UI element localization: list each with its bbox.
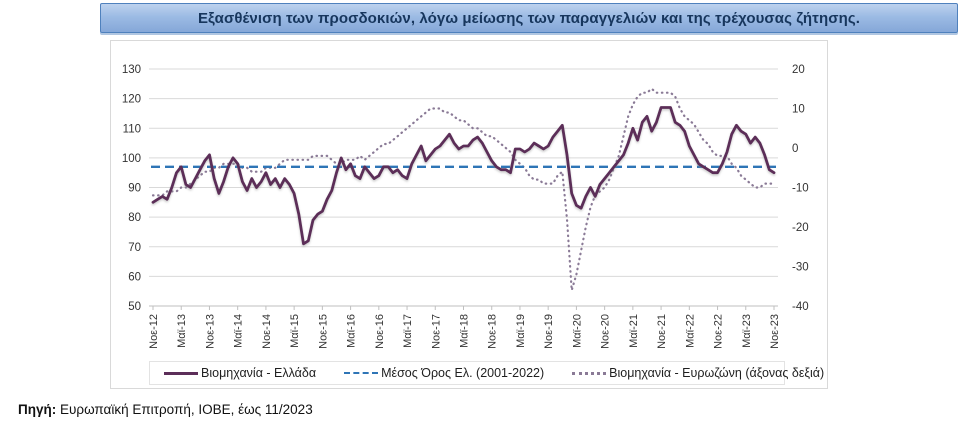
left-axis-tick-label: 110	[123, 123, 141, 135]
legend-label-mean: Μέσος Όρος Ελ. (2001-2022)	[381, 366, 545, 380]
right-axis-tick-label: -30	[792, 262, 809, 274]
left-axis-tick-label: 120	[122, 94, 141, 106]
legend-label-eurozone: Βιομηχανία - Ευρωζώνη (άξονας δεξιά)	[609, 366, 825, 380]
x-axis-tick-label: Νοε-14	[261, 314, 273, 349]
x-axis-tick-label: Μαϊ-13	[176, 314, 188, 348]
x-axis-tick-label: Μαϊ-15	[289, 314, 301, 348]
left-axis-tick-label: 70	[128, 242, 141, 254]
right-axis-tick-label: 20	[792, 64, 805, 76]
x-axis-tick-label: Μαϊ-20	[571, 314, 583, 348]
chart-legend: Βιομηχανία - Ελλάδα Μέσος Όρος Ελ. (2001…	[149, 361, 824, 385]
legend-entry-mean: Μέσος Όρος Ελ. (2001-2022)	[344, 366, 544, 380]
x-axis-tick-label: Μαϊ-18	[459, 314, 471, 348]
x-axis-tick-label: Μαϊ-16	[346, 314, 358, 348]
left-axis-tick-label: 50	[128, 301, 141, 313]
eurozone-line-swatch-icon	[572, 371, 607, 375]
right-axis-tick-label: -20	[792, 222, 809, 234]
x-axis-tick-label: Μαϊ-22	[684, 314, 696, 348]
source-label: Πηγή:	[18, 402, 57, 417]
greece-line-swatch-icon	[164, 371, 198, 375]
left-axis-tick-label: 90	[128, 183, 141, 195]
x-axis-tick-label: Μαϊ-17	[402, 314, 414, 348]
legend-entry-greece: Βιομηχανία - Ελλάδα	[164, 366, 316, 380]
chart-title: Εξασθένιση των προσδοκιών, λόγω μείωσης …	[197, 9, 861, 27]
x-axis-tick-label: Νοε-18	[487, 314, 499, 349]
x-axis-tick-label: Νοε-15	[317, 314, 329, 349]
chart-panel: 130 120 110 100 90 80 70 60 50 20 10 0 -10 -20 -30 -40 Ν…	[110, 40, 828, 389]
left-axis-tick-label: 60	[128, 271, 141, 283]
x-axis-tick-label: Μαϊ-19	[515, 314, 527, 348]
left-axis-tick-label: 80	[128, 212, 141, 224]
x-axis-tick-label: Νοε-13	[204, 314, 216, 349]
x-axis-tick-label: Μαϊ-14	[233, 314, 245, 348]
x-axis-tick-label: Νοε-17	[430, 314, 442, 349]
right-axis-tick-label: 10	[792, 104, 805, 116]
x-axis-tick-label: Νοε-16	[374, 314, 386, 349]
x-axis-tick-label: Νοε-19	[543, 314, 555, 349]
x-axis-tick-label: Μαϊ-23	[741, 314, 753, 348]
right-axis-tick-label: -40	[792, 301, 809, 313]
x-axis-tick-label: Νοε-21	[656, 314, 668, 349]
x-axis-tick-label: Νοε-23	[769, 314, 781, 349]
source-text: Ευρωπαϊκή Επιτροπή, ΙΟΒΕ, έως 11/2023	[56, 402, 313, 417]
legend-entry-eurozone: Βιομηχανία - Ευρωζώνη (άξονας δεξιά)	[572, 366, 824, 380]
chart-title-bar: Εξασθένιση των προσδοκιών, λόγω μείωσης …	[100, 3, 958, 33]
eurozone-series-line	[151, 87, 776, 291]
mean-line-swatch-icon	[344, 372, 379, 374]
x-axis-tick-label: Νοε-22	[713, 314, 725, 349]
x-axis-tick-label: Μαϊ-21	[628, 314, 640, 348]
right-axis-tick-label: 0	[792, 143, 798, 155]
left-axis-tick-label: 100	[122, 153, 141, 165]
x-axis-tick-label: Νοε-12	[148, 314, 160, 349]
source-note: Πηγή: Ευρωπαϊκή Επιτροπή, ΙΟΒΕ, έως 11/2…	[18, 402, 313, 417]
legend-label-greece: Βιομηχανία - Ελλάδα	[201, 366, 317, 380]
right-axis-tick-label: -10	[792, 183, 809, 195]
left-axis-tick-label: 130	[122, 64, 141, 76]
x-axis-tick-label: Νοε-20	[600, 314, 612, 349]
line-chart: 130120110100908070605020100-10-20-30-40Ν…	[122, 64, 809, 349]
greece-series-line	[151, 106, 776, 246]
